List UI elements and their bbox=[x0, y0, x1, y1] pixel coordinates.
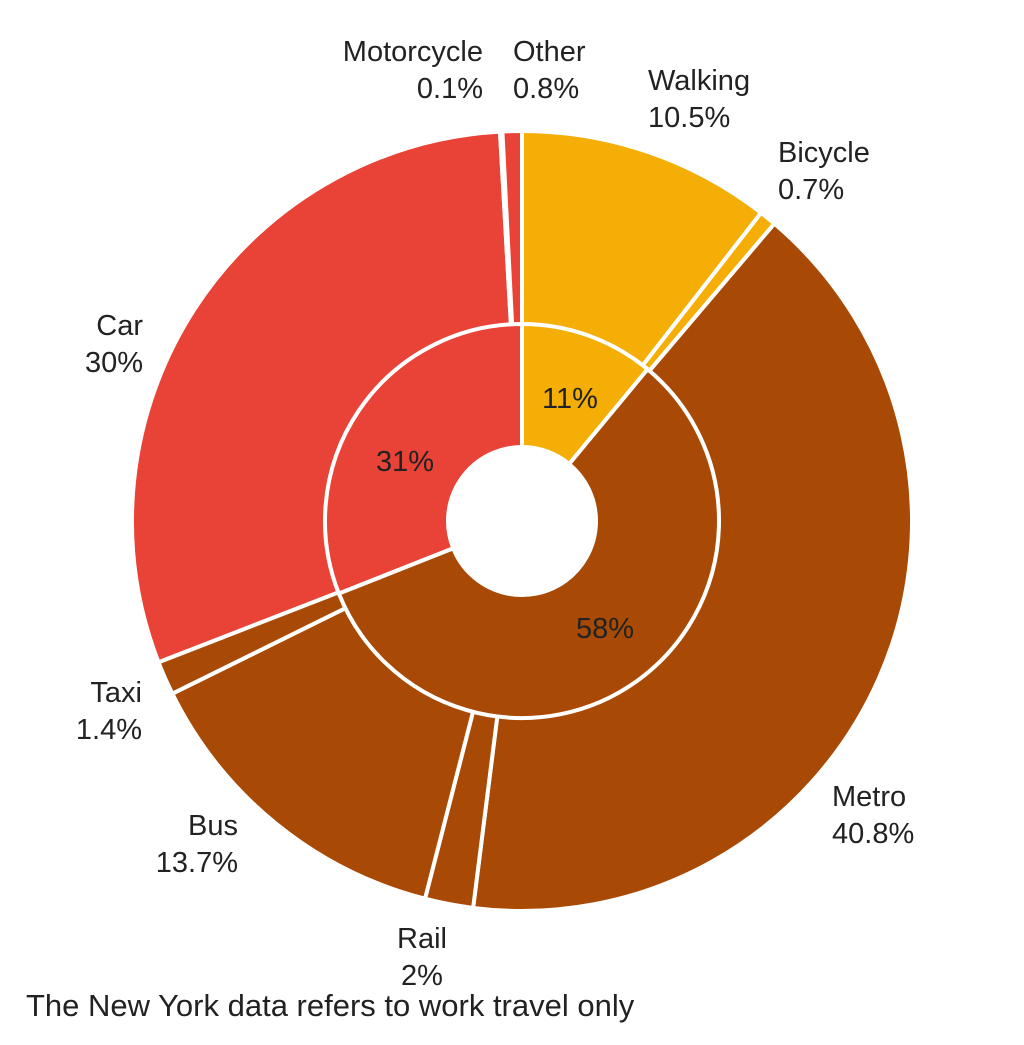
inner-value-58: 58% bbox=[576, 613, 634, 645]
outer-ring bbox=[130, 128, 914, 913]
value-metro: 40.8% bbox=[832, 818, 914, 850]
inner-ring bbox=[323, 321, 721, 720]
label-bus: Bus bbox=[188, 810, 238, 842]
label-walking: Walking bbox=[648, 65, 750, 97]
footnote: The New York data refers to work travel … bbox=[26, 988, 635, 1023]
label-car: Car bbox=[96, 310, 143, 342]
value-car: 30% bbox=[85, 347, 143, 379]
value-bus: 13.7% bbox=[156, 847, 238, 879]
inner-slice-58 bbox=[336, 366, 721, 720]
label-metro: Metro bbox=[832, 781, 906, 813]
value-rail: 2% bbox=[401, 960, 443, 992]
value-taxi: 1.4% bbox=[76, 714, 142, 746]
value-motorcycle: 0.1% bbox=[417, 73, 483, 105]
label-taxi: Taxi bbox=[90, 677, 142, 709]
value-bicycle: 0.7% bbox=[778, 174, 844, 206]
label-bicycle: Bicycle bbox=[778, 137, 870, 169]
label-other: Other bbox=[513, 36, 586, 68]
value-walking: 10.5% bbox=[648, 102, 730, 134]
label-rail: Rail bbox=[397, 923, 447, 955]
value-other: 0.8% bbox=[513, 73, 579, 105]
inner-value-31: 31% bbox=[376, 446, 434, 478]
inner-value-11: 11% bbox=[542, 383, 598, 415]
inner-slice-31 bbox=[323, 321, 524, 597]
label-motorcycle: Motorcycle bbox=[343, 36, 483, 68]
slice-labels: Walking 10.5% Bicycle 0.7% Metro 40.8% Rail 2% B… bbox=[76, 36, 914, 992]
